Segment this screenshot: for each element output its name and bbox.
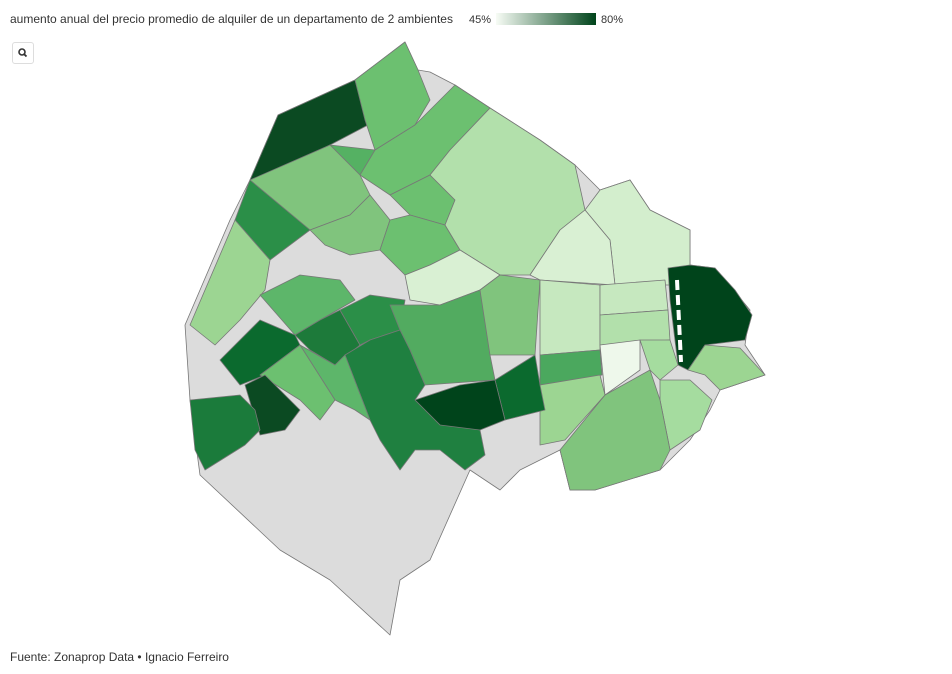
district [189, 394, 261, 471]
district [354, 41, 431, 151]
rail-line [675, 279, 683, 363]
district [539, 374, 606, 446]
district [559, 369, 671, 491]
legend: 45% 80% [469, 13, 623, 26]
search-button[interactable] [12, 42, 34, 64]
district [189, 219, 271, 346]
district [599, 279, 669, 316]
legend-label: 45% [469, 14, 491, 26]
district [667, 264, 753, 371]
legend-label: 80% [601, 14, 623, 26]
color-scale [496, 13, 596, 25]
district [539, 349, 603, 386]
districts [189, 41, 766, 491]
search-icon [18, 48, 28, 58]
district [687, 344, 766, 391]
district [344, 329, 486, 471]
district [599, 339, 641, 396]
district [639, 339, 679, 381]
source-note: Fuente: Zonaprop Data • Ignacio Ferreiro [10, 650, 229, 664]
map-title: aumento anual del precio promedio de alq… [10, 12, 453, 26]
district [539, 279, 601, 356]
district [259, 344, 336, 421]
district [479, 274, 541, 356]
